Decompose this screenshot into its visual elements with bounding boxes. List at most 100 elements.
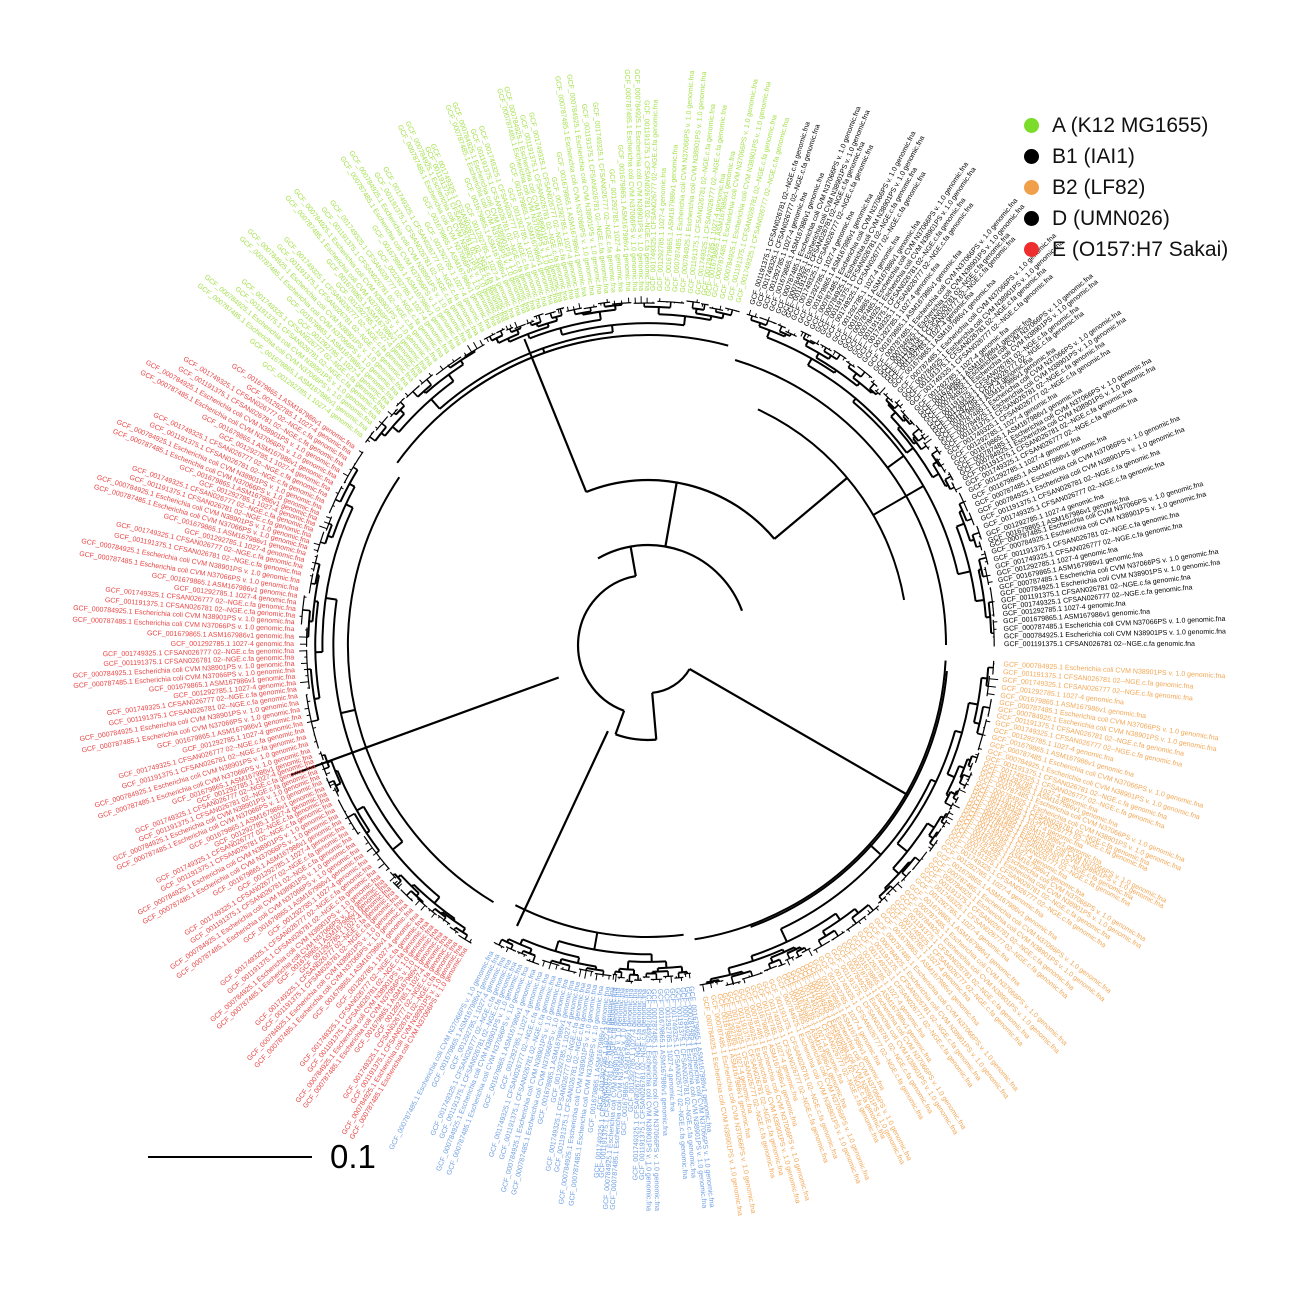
branch-segment bbox=[417, 386, 419, 389]
branch-arc bbox=[498, 332, 520, 344]
branch-segment bbox=[514, 321, 518, 328]
branch-segment bbox=[896, 842, 909, 853]
branch-segment bbox=[976, 732, 983, 736]
branch-arc bbox=[728, 948, 784, 970]
branch-arc bbox=[823, 350, 838, 361]
branch-arc bbox=[526, 320, 535, 325]
branch-segment bbox=[347, 812, 355, 819]
tip-label: GCF_000784925.1 Escherichia coli CVM N38… bbox=[633, 69, 644, 291]
branch-segment bbox=[313, 740, 317, 743]
branch-segment bbox=[924, 438, 932, 445]
root-arc bbox=[576, 575, 636, 712]
branch-segment bbox=[352, 827, 355, 831]
branch-segment bbox=[963, 773, 970, 778]
branch-arc bbox=[343, 451, 364, 484]
legend-item-e: E (O157:H7 Sakai) bbox=[1024, 234, 1228, 265]
branch-segment bbox=[463, 352, 467, 356]
branch-segment bbox=[901, 872, 907, 877]
branch-arc bbox=[516, 951, 528, 957]
branch-segment bbox=[968, 701, 978, 706]
branch-arc bbox=[363, 835, 390, 870]
branch-arc bbox=[365, 430, 375, 443]
branch-arc bbox=[968, 512, 975, 526]
branch-arc bbox=[439, 331, 613, 410]
branch-arc bbox=[911, 851, 928, 871]
branch-segment bbox=[426, 378, 432, 386]
branch-segment bbox=[889, 885, 894, 889]
branch-arc bbox=[901, 856, 916, 874]
branch-arc bbox=[657, 300, 685, 304]
branch-segment bbox=[377, 857, 381, 861]
branch-segment bbox=[313, 542, 320, 546]
tree-branches bbox=[290, 296, 999, 992]
branch-segment bbox=[703, 304, 706, 311]
branch-arc bbox=[617, 976, 625, 979]
branch-arc bbox=[469, 338, 595, 392]
branch-segment bbox=[396, 403, 399, 405]
legend-dot-a bbox=[1024, 118, 1039, 133]
branch-arc bbox=[941, 819, 948, 828]
branch-segment bbox=[450, 928, 453, 930]
legend-item-b2: B2 (LF82) bbox=[1024, 172, 1228, 203]
branch-segment bbox=[823, 347, 827, 352]
branch-segment bbox=[629, 546, 637, 577]
branch-arc bbox=[815, 356, 858, 387]
branch-arc bbox=[928, 831, 939, 844]
branch-segment bbox=[395, 880, 402, 887]
branch-arc bbox=[951, 482, 958, 493]
branch-segment bbox=[754, 313, 757, 318]
branch-segment bbox=[952, 803, 960, 809]
branch-segment bbox=[935, 842, 938, 844]
branch-segment bbox=[701, 303, 704, 307]
branch-segment bbox=[978, 535, 981, 538]
branch-arc bbox=[851, 904, 870, 919]
branch-segment bbox=[311, 719, 319, 723]
branch-arc bbox=[867, 905, 880, 916]
branch-arc bbox=[336, 770, 371, 832]
branch-segment bbox=[982, 734, 986, 736]
branch-segment bbox=[290, 676, 560, 777]
branch-segment bbox=[793, 333, 796, 336]
branch-segment bbox=[766, 329, 771, 338]
branch-segment bbox=[442, 919, 445, 922]
branch-segment bbox=[498, 939, 503, 946]
branch-arc bbox=[566, 307, 583, 312]
branch-arc bbox=[725, 981, 741, 986]
branch-segment bbox=[927, 446, 930, 449]
branch-segment bbox=[385, 868, 390, 871]
branch-segment bbox=[505, 947, 509, 953]
branch-segment bbox=[464, 938, 466, 940]
branch-segment bbox=[944, 475, 952, 481]
branch-segment bbox=[437, 916, 441, 919]
branch-arc bbox=[795, 954, 803, 959]
branch-segment bbox=[750, 970, 754, 977]
branch-segment bbox=[937, 458, 941, 461]
branch-arc bbox=[300, 595, 305, 625]
branch-arc bbox=[604, 303, 622, 308]
branch-arc bbox=[558, 940, 652, 956]
branch-segment bbox=[949, 486, 955, 491]
branch-segment bbox=[950, 478, 953, 480]
branch-segment bbox=[952, 797, 958, 801]
branch-arc bbox=[883, 392, 894, 403]
tip-label: GCF_001749325.1 CFSAN026777 02--NGE.c.fa… bbox=[103, 648, 295, 658]
branch-arc bbox=[652, 970, 668, 973]
branch-arc bbox=[877, 895, 887, 904]
branch-segment bbox=[344, 810, 347, 813]
branch-arc bbox=[817, 929, 836, 942]
branch-segment bbox=[567, 965, 571, 971]
branch-segment bbox=[778, 325, 783, 332]
branch-segment bbox=[980, 553, 986, 556]
branch-segment bbox=[555, 964, 558, 970]
branch-segment bbox=[852, 924, 854, 926]
branch-arc bbox=[321, 507, 354, 653]
branch-segment bbox=[832, 351, 836, 356]
branch-arc bbox=[560, 968, 577, 974]
branch-arc bbox=[619, 967, 635, 971]
branch-segment bbox=[786, 952, 791, 959]
branch-arc bbox=[392, 881, 400, 890]
branch-arc bbox=[725, 307, 740, 313]
branch-segment bbox=[872, 379, 875, 383]
branch-segment bbox=[353, 463, 356, 465]
branch-segment bbox=[366, 439, 371, 443]
